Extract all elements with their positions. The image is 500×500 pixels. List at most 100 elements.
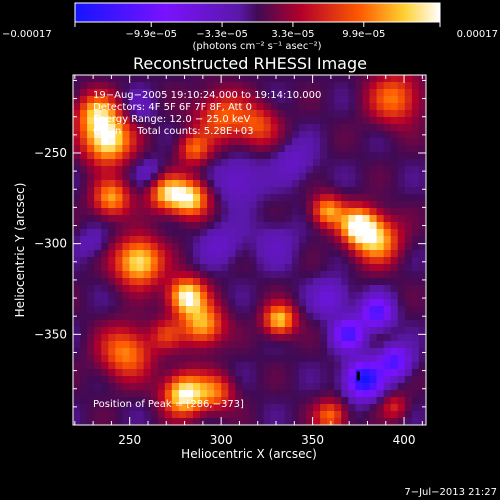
heatmap-cell bbox=[80, 285, 88, 293]
heatmap-cell bbox=[228, 411, 236, 419]
heatmap-cell bbox=[376, 278, 385, 286]
heatmap-cell bbox=[228, 278, 236, 286]
heatmap-cell bbox=[362, 82, 371, 90]
heatmap-cell bbox=[327, 110, 335, 118]
heatmap-cell bbox=[94, 194, 102, 202]
heatmap-cell bbox=[129, 201, 138, 209]
heatmap-cell bbox=[200, 208, 208, 216]
heatmap-cell bbox=[313, 418, 321, 425]
heatmap-cell bbox=[185, 355, 194, 363]
heatmap-cell bbox=[171, 278, 180, 286]
heatmap-cell bbox=[383, 411, 392, 419]
heatmap-cell bbox=[228, 208, 236, 216]
heatmap-cell bbox=[150, 341, 159, 349]
heatmap-cell bbox=[404, 411, 413, 419]
heatmap-cell bbox=[334, 110, 342, 118]
heatmap-cell bbox=[355, 222, 364, 230]
heatmap-cell bbox=[298, 376, 307, 384]
heatmap-cell bbox=[164, 131, 173, 139]
heatmap-cell bbox=[200, 397, 208, 405]
heatmap-cell bbox=[327, 355, 335, 363]
heatmap-cell bbox=[305, 173, 314, 181]
heatmap-cell bbox=[207, 250, 215, 258]
heatmap-cell bbox=[87, 89, 95, 97]
heatmap-cell bbox=[115, 397, 124, 405]
heatmap-cell bbox=[313, 138, 321, 146]
heatmap-cell bbox=[249, 390, 258, 398]
heatmap-cell bbox=[404, 341, 413, 349]
heatmap-cell bbox=[404, 222, 413, 230]
heatmap-cell bbox=[390, 131, 399, 139]
heatmap-cell bbox=[73, 348, 81, 356]
plot-frame bbox=[72, 74, 427, 426]
heatmap-cell bbox=[200, 285, 208, 293]
heatmap-cell bbox=[249, 334, 258, 342]
heatmap-cell bbox=[320, 299, 328, 307]
heatmap-cell bbox=[305, 320, 314, 328]
heatmap-cell bbox=[143, 187, 152, 195]
heatmap-cell bbox=[404, 180, 413, 188]
heatmap-cell bbox=[369, 194, 378, 202]
heatmap-cell bbox=[171, 89, 180, 97]
heatmap-cell bbox=[397, 369, 406, 377]
heatmap-cell bbox=[390, 243, 399, 251]
heatmap-cell bbox=[150, 411, 159, 419]
heatmap-cell bbox=[108, 327, 116, 335]
heatmap-cell bbox=[235, 138, 244, 146]
heatmap-cell bbox=[291, 82, 300, 90]
heatmap-cell bbox=[228, 194, 236, 202]
heatmap-cell bbox=[150, 124, 159, 132]
heatmap-cell bbox=[207, 236, 215, 244]
heatmap-cell bbox=[150, 404, 159, 412]
heatmap-cell bbox=[418, 397, 426, 405]
heatmap-cell bbox=[277, 341, 286, 349]
heatmap-cell bbox=[348, 320, 356, 328]
heatmap-cell bbox=[164, 271, 173, 279]
heatmap-cell bbox=[185, 75, 194, 83]
heatmap-cell bbox=[341, 145, 349, 153]
heatmap-cell bbox=[143, 208, 152, 216]
heatmap-cell bbox=[115, 131, 124, 139]
heatmap-cell bbox=[341, 327, 349, 335]
heatmap-cell bbox=[263, 138, 272, 146]
heatmap-cell bbox=[291, 306, 300, 314]
timestamp: 7−Jul−2013 21:27 bbox=[404, 487, 497, 498]
heatmap-cell bbox=[242, 257, 251, 265]
heatmap-cell bbox=[101, 418, 109, 425]
heatmap-cell bbox=[313, 411, 321, 419]
heatmap-cell bbox=[334, 236, 342, 244]
heatmap-cell bbox=[207, 271, 215, 279]
heatmap-cell bbox=[157, 145, 166, 153]
heatmap-cell bbox=[157, 278, 166, 286]
heatmap-cell bbox=[242, 390, 251, 398]
heatmap-cell bbox=[87, 229, 95, 237]
heatmap-cell bbox=[207, 348, 215, 356]
heatmap-cell bbox=[348, 166, 356, 174]
heatmap-cell bbox=[404, 327, 413, 335]
heatmap-cell bbox=[207, 145, 215, 153]
heatmap-cell bbox=[249, 376, 258, 384]
heatmap-cell bbox=[129, 320, 138, 328]
heatmap-cell bbox=[327, 117, 335, 125]
heatmap-cell bbox=[122, 341, 131, 349]
heatmap-cell bbox=[404, 278, 413, 286]
heatmap-cell bbox=[101, 215, 109, 223]
heatmap-cell bbox=[108, 124, 116, 132]
heatmap-cell bbox=[136, 208, 145, 216]
heatmap-cell bbox=[397, 257, 406, 265]
heatmap-cell bbox=[334, 131, 342, 139]
heatmap-cell bbox=[256, 222, 265, 230]
heatmap-cell bbox=[362, 194, 371, 202]
heatmap-cell bbox=[221, 82, 229, 90]
heatmap-cell bbox=[404, 82, 413, 90]
heatmap-cell bbox=[277, 292, 286, 300]
heatmap-cell bbox=[171, 117, 180, 125]
heatmap-cell bbox=[263, 82, 272, 90]
heatmap-cell bbox=[207, 383, 215, 391]
heatmap-cell bbox=[362, 271, 371, 279]
heatmap-cell bbox=[235, 341, 244, 349]
heatmap-cell bbox=[171, 110, 180, 118]
heatmap-cell bbox=[256, 348, 265, 356]
heatmap-cell bbox=[129, 152, 138, 160]
heatmap-cell bbox=[284, 264, 293, 272]
